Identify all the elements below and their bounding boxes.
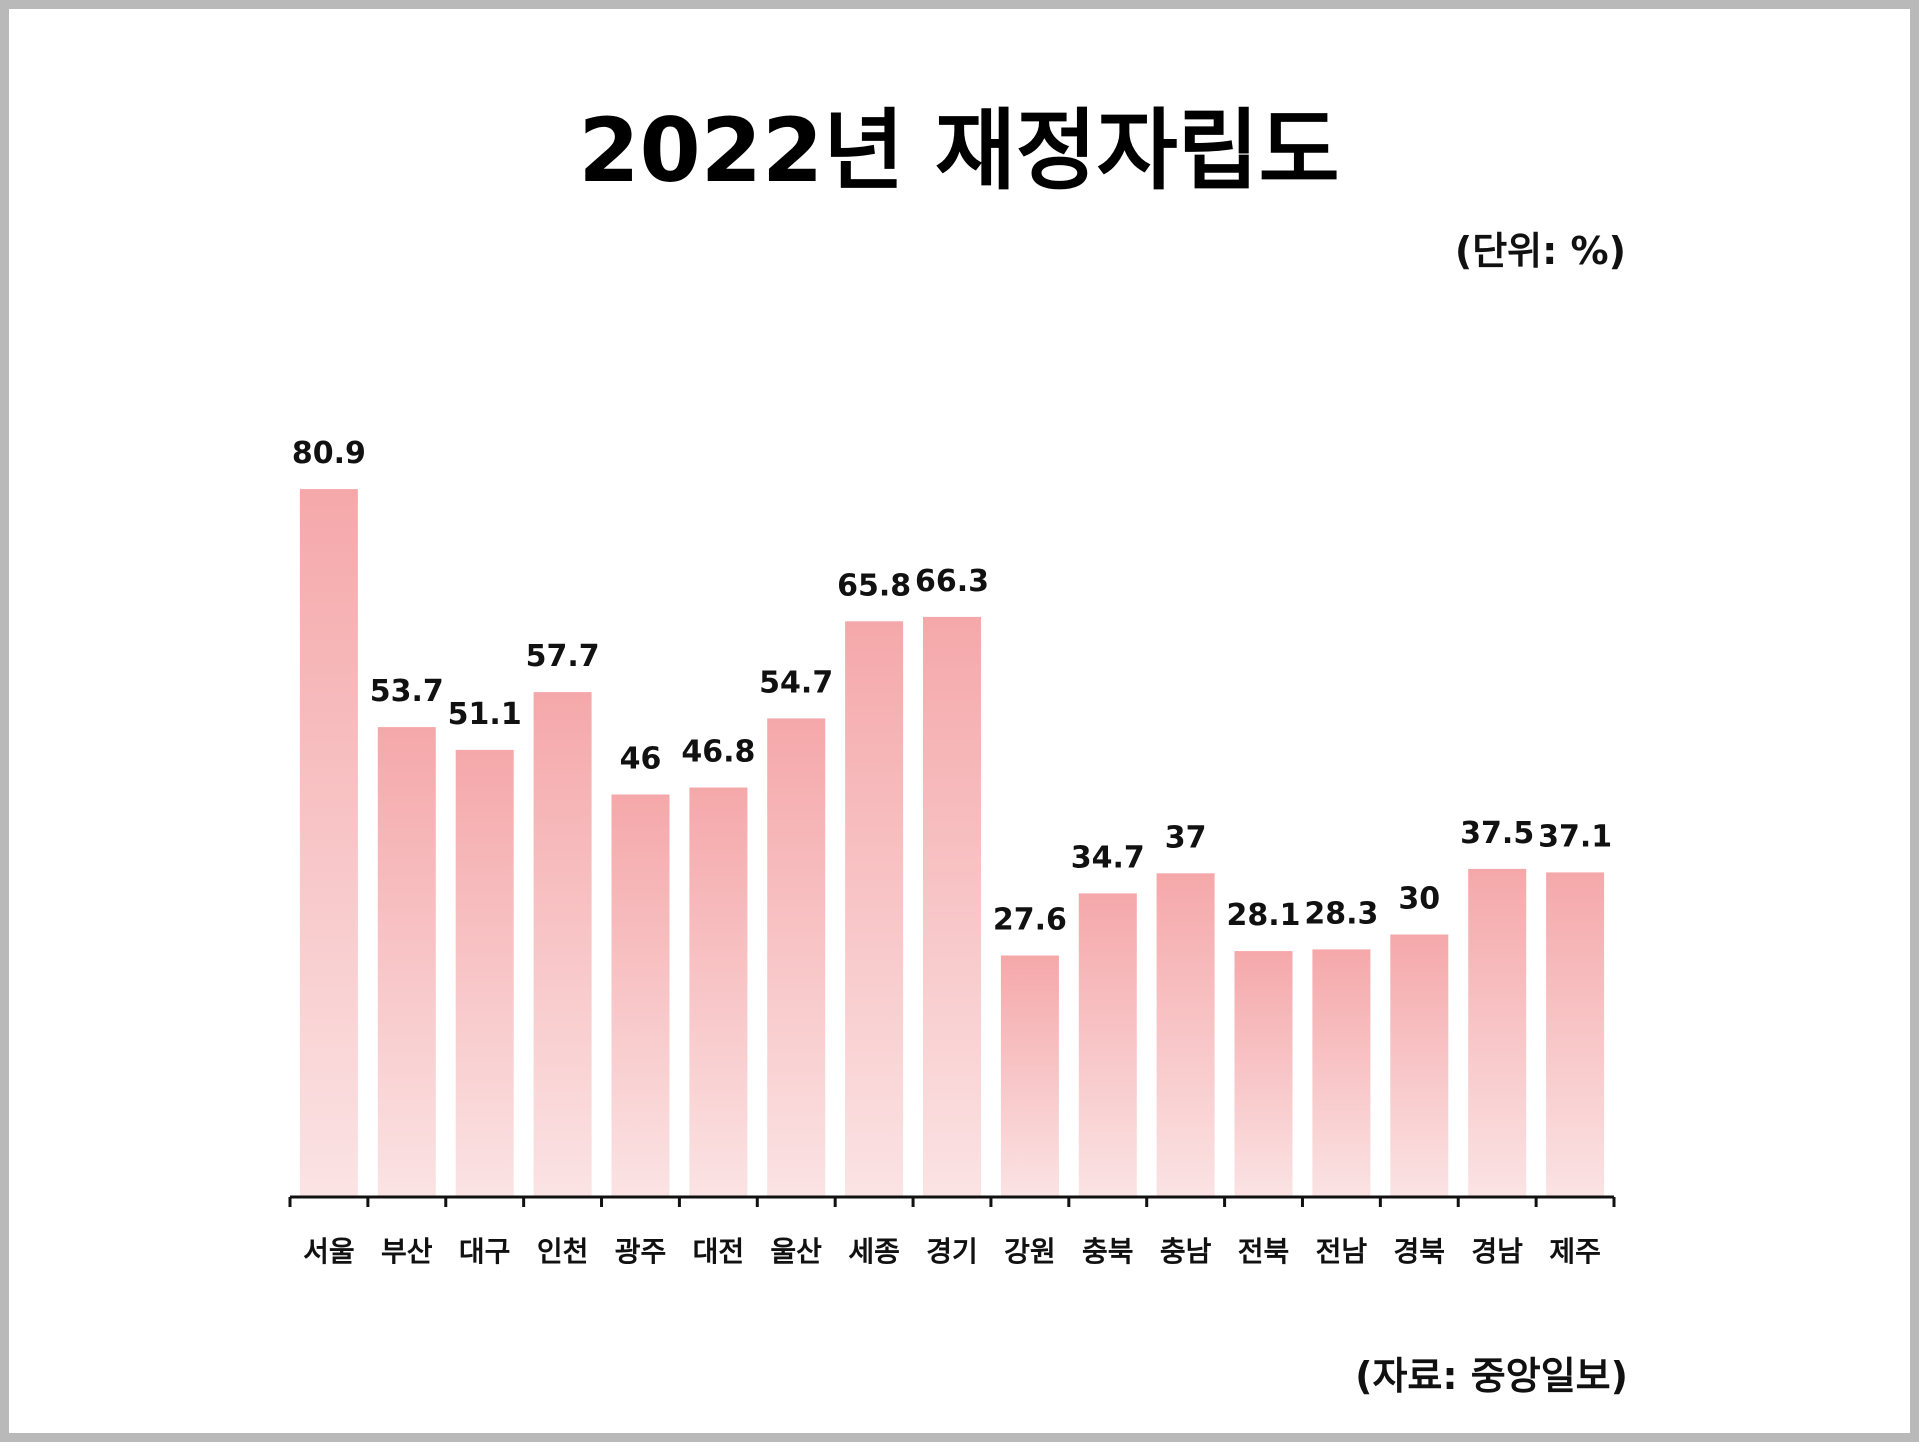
category-label: 경북 (1394, 1235, 1446, 1268)
category-label: 인천 (537, 1235, 589, 1268)
bar-3 (455, 749, 514, 1197)
category-label: 경기 (926, 1235, 978, 1268)
bar-17 (1546, 872, 1605, 1197)
category-label: 서울 (303, 1235, 355, 1268)
value-label: 46.8 (681, 735, 755, 770)
value-label: 46 (620, 742, 662, 777)
bar-5 (611, 794, 670, 1197)
bar-6 (689, 787, 748, 1197)
category-label: 울산 (770, 1235, 822, 1268)
value-label: 28.3 (1304, 896, 1378, 931)
value-label: 66.3 (915, 564, 989, 599)
value-labels-group: 80.9 53.751.157.7 46 46.854.7 65.8 66.3 27.634… (292, 436, 1612, 937)
bar-7 (767, 718, 826, 1197)
bar-16 (1468, 868, 1527, 1197)
category-label: 대구 (459, 1235, 511, 1268)
value-label: 37 (1165, 820, 1207, 855)
category-label: 대전 (693, 1235, 745, 1268)
category-label: 경남 (1471, 1235, 1523, 1268)
value-label: 53.7 (370, 674, 444, 709)
x-axis (288, 1195, 1616, 1207)
category-label: 강원 (1004, 1235, 1056, 1268)
value-label: 37.1 (1538, 819, 1612, 854)
unit-label: (단위: %) (1455, 229, 1626, 273)
bar-14 (1312, 949, 1371, 1197)
bar-12 (1156, 873, 1215, 1198)
bar-9 (923, 616, 981, 1197)
bar-15 (1390, 934, 1449, 1197)
category-labels-group: 서울 부산 대구 인천 광주 대전 울산 세종 경기 강원 충북 충남 전북 전남 경북 경남 제주 (303, 1235, 1601, 1268)
bar-10 (1000, 955, 1059, 1197)
value-label: 54.7 (759, 665, 833, 700)
value-label: 57.7 (526, 639, 600, 674)
value-label: 34.7 (1071, 840, 1145, 875)
value-label: 65.8 (837, 568, 911, 603)
bar-11 (1078, 893, 1137, 1197)
bar-chart: 2022년 재정자립도 (단위: %) 80.9 53.751.157.7 46 46… (288, 99, 1628, 1398)
source-label: (자료: 중앙일보) (1355, 1354, 1628, 1398)
category-label: 제주 (1549, 1235, 1601, 1268)
category-label: 세종 (848, 1235, 900, 1268)
category-label: 부산 (381, 1235, 433, 1268)
bars-group (299, 489, 1605, 1198)
value-label: 51.1 (448, 697, 522, 732)
bar-1 (299, 489, 358, 1198)
value-label: 27.6 (993, 903, 1067, 938)
category-label: 광주 (615, 1235, 667, 1268)
bar-13 (1234, 951, 1293, 1197)
bar-8 (845, 621, 904, 1198)
chart-title: 2022년 재정자립도 (578, 99, 1339, 202)
bar-2 (377, 727, 436, 1197)
bar-4 (533, 692, 592, 1197)
value-label: 37.5 (1460, 816, 1534, 851)
value-label: 28.1 (1226, 898, 1300, 933)
value-label: 30 (1398, 882, 1440, 917)
category-label: 전북 (1238, 1235, 1290, 1268)
value-label: 80.9 (292, 436, 366, 471)
category-label: 충북 (1082, 1235, 1134, 1268)
category-label: 전남 (1316, 1235, 1368, 1268)
category-label: 충남 (1160, 1235, 1212, 1268)
